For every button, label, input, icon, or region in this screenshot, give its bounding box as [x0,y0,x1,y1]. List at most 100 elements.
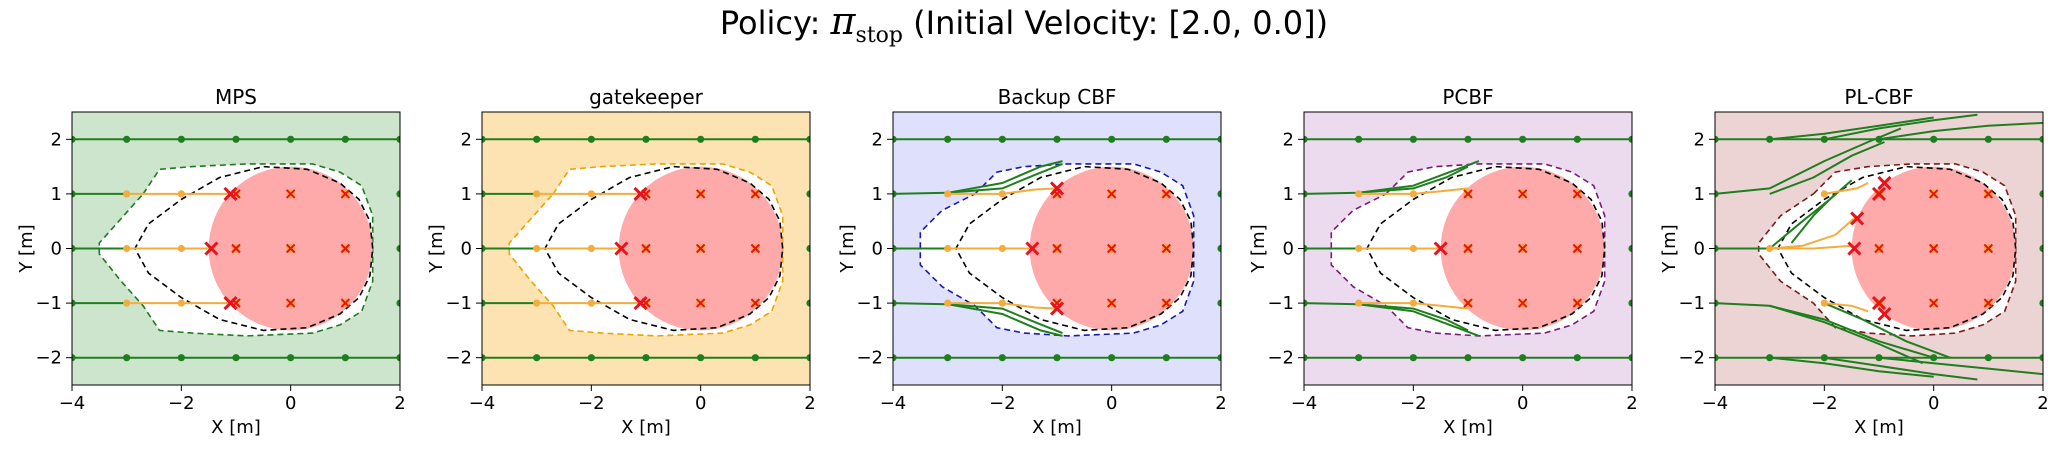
collision-marker-x [695,243,706,254]
x-tick-label: 0 [1928,393,1939,414]
trajectory-marker [287,135,295,143]
plot-area [1715,112,2043,385]
crash-marker [204,241,219,256]
figure-title: Policy: πstop (Initial Velocity: [2.0, 0… [720,0,1328,48]
trajectory-marker [287,354,295,362]
trajectory-marker [806,135,810,143]
trajectory-marker [123,244,131,253]
trajectory-marker [2039,244,2043,253]
trajectory-marker [1355,354,1363,362]
trajectory-marker [1766,354,1774,362]
trajectory-marker [751,135,759,143]
collision-marker-x [1161,243,1172,254]
trajectory-marker [1162,135,1170,143]
trajectory-marker [1628,299,1632,307]
trajectory-marker [232,135,240,143]
trajectory-marker [944,354,952,362]
collision-marker-x [1928,298,1939,308]
trajectory-marker [232,354,240,362]
subplot-grid: −4 −2 0 2 −2 −1 0 1 2 MPS X [m] Y [m] −4 −2 0 2 −2 −1 0 1 2 g… [16,85,2048,438]
plot-area [1304,112,1632,385]
trajectory-marker [893,190,897,198]
y-tick-label: −1 [856,293,883,314]
trajectory-marker [1409,244,1417,253]
trajectory-marker [944,190,952,198]
collision-marker-x [1983,189,1994,199]
trajectory-marker [587,354,595,362]
trajectory-marker [998,190,1006,198]
collision-marker-x [1572,243,1583,254]
trajectory-marker [1355,135,1363,143]
trajectory-marker [1409,354,1417,362]
trajectory-marker [396,299,400,307]
trajectory-marker [123,190,131,198]
trajectory-orange [1769,214,1858,250]
y-tick-label: 2 [872,129,883,150]
crash-marker [1871,186,1887,201]
plot-area [482,112,810,385]
trajectory-marker [1984,135,1992,143]
trajectory-marker [806,354,810,362]
trajectory-marker [482,135,486,143]
trajectory-marker [533,135,541,143]
collision-marker-x [1517,298,1528,308]
y-tick-label: −2 [1267,348,1294,369]
trajectory-marker [123,354,131,362]
trajectory-marker [1217,299,1221,307]
figure-title-subscript: stop [856,23,903,48]
subplot-title: Backup CBF [998,85,1117,109]
trajectory-marker [2039,299,2043,307]
collision-marker-x [1572,298,1583,308]
x-tick-label: 2 [1215,393,1226,414]
x-axis-label: X [m] [1443,417,1493,438]
collision-marker-x [1517,189,1528,199]
collision-marker-x [1983,243,1994,254]
trajectory-marker [177,244,185,253]
collision-marker-x [285,243,296,254]
crash-marker [1049,301,1065,316]
trajectory-marker [893,135,897,143]
trajectory-marker [72,135,76,143]
trajectory-marker [806,190,810,198]
y-tick-label: 1 [1283,184,1294,205]
crash-marker [1433,241,1448,256]
trajectory-green [893,162,1063,195]
trajectory-green [1769,304,1924,365]
collision-marker-x [1106,189,1117,199]
y-tick-label: −1 [445,293,472,314]
subplot-title: PL-CBF [1844,85,1913,109]
trajectory-marker [533,299,541,307]
collision-marker-x [285,298,296,308]
trajectory-marker [1108,135,1116,143]
collision-marker-x [695,189,706,199]
x-tick-label: −4 [1702,393,1729,414]
trajectory-marker [177,299,185,307]
crash-marker [1847,241,1862,256]
x-tick-label: −4 [880,393,907,414]
trajectory-green [1358,160,1480,194]
collision-marker-x [750,298,761,308]
trajectory-marker [1628,135,1632,143]
trajectory-marker [1715,244,1719,253]
trajectory-orange [1824,302,1869,313]
trajectory-marker [1409,190,1417,198]
crash-marker [223,186,238,201]
trajectory-marker [1053,135,1061,143]
crash-marker [223,296,238,311]
trajectory-marker [123,299,131,307]
y-axis-label: Y [m] [1659,224,1680,273]
trajectory-marker [341,135,349,143]
trajectory-marker [396,190,400,198]
collision-marker-x [340,298,351,308]
figure-title-prefix: Policy: [720,4,831,42]
trajectory-green [1769,141,1885,195]
y-tick-label: 0 [872,239,883,260]
trajectory-marker [2039,354,2043,362]
y-tick-label: 1 [51,184,62,205]
subplot-2: −4 −2 0 2 −2 −1 0 1 2 gatekeeper X [m] Y [m] [426,85,816,438]
collision-marker-x [1983,298,1994,308]
trajectory-marker [2039,190,2043,198]
trajectory-marker [1409,135,1417,143]
crash-marker [633,296,648,311]
trajectory-marker [533,190,541,198]
